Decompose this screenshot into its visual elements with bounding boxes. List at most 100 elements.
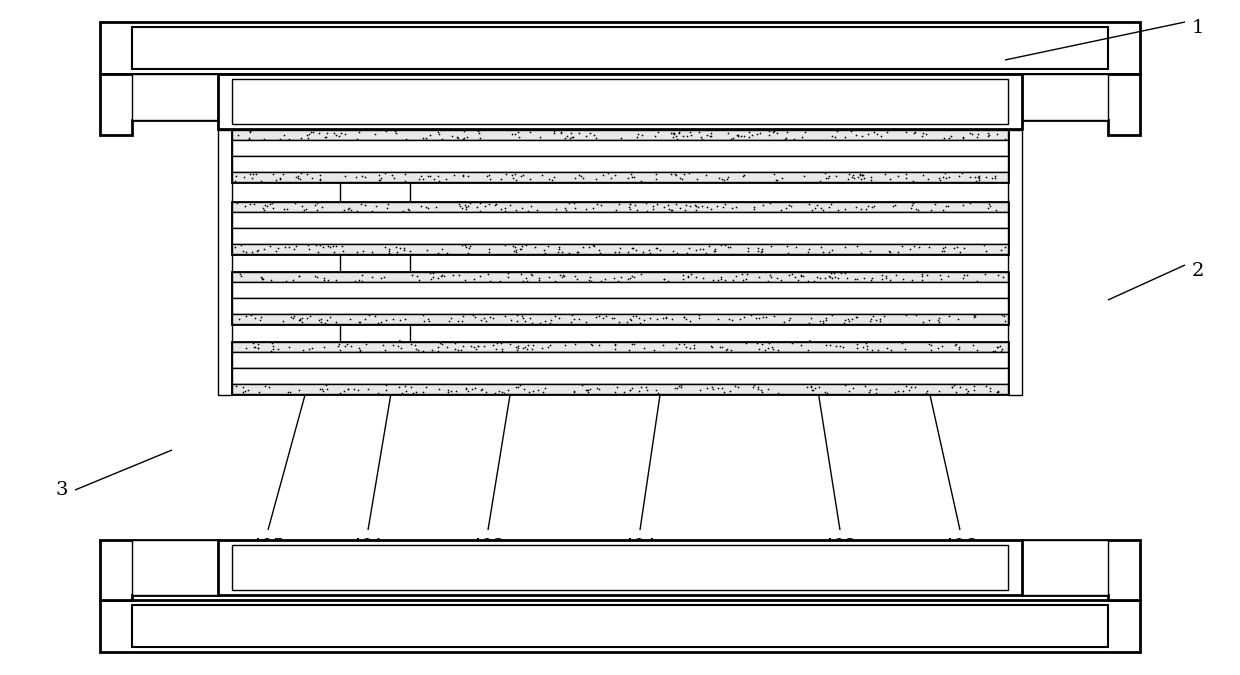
Point [962, 128, 982, 139]
Point [956, 384, 976, 395]
Point [432, 271, 451, 281]
Point [854, 273, 874, 284]
Point [691, 384, 711, 395]
Point [805, 383, 825, 394]
Point [913, 271, 932, 281]
Point [959, 386, 978, 397]
Point [647, 127, 667, 138]
Point [728, 130, 748, 140]
Point [940, 171, 960, 182]
Point [911, 269, 931, 279]
Point [697, 169, 717, 180]
Point [410, 171, 430, 182]
Point [418, 170, 438, 181]
Point [243, 169, 263, 180]
Point [932, 205, 952, 215]
Point [396, 386, 415, 397]
Point [293, 317, 312, 327]
Point [578, 384, 598, 395]
Point [568, 247, 588, 258]
Point [980, 382, 999, 393]
Point [471, 385, 491, 396]
Point [583, 340, 603, 350]
Point [904, 198, 924, 209]
Point [520, 313, 539, 323]
Point [937, 271, 957, 281]
Point [455, 242, 475, 252]
Point [758, 275, 777, 286]
Point [954, 200, 973, 211]
Point [244, 198, 264, 209]
Point [417, 382, 436, 393]
Point [785, 271, 805, 282]
Point [730, 131, 750, 142]
Point [622, 383, 642, 394]
Point [241, 310, 260, 321]
Point [495, 387, 515, 398]
Point [897, 172, 916, 183]
Point [456, 204, 476, 215]
Point [515, 383, 534, 394]
Polygon shape [1022, 540, 1140, 600]
Point [606, 382, 626, 393]
Point [227, 381, 247, 392]
Point [507, 310, 527, 321]
Point [910, 242, 930, 252]
Point [996, 133, 1016, 144]
Point [748, 128, 768, 139]
Point [374, 168, 394, 179]
Point [764, 310, 784, 321]
Point [673, 270, 693, 281]
Point [476, 386, 496, 397]
Point [904, 241, 924, 252]
Point [609, 275, 629, 286]
Point [701, 340, 720, 351]
Point [315, 132, 335, 142]
Point [620, 204, 640, 215]
Point [847, 343, 867, 354]
Point [594, 170, 614, 181]
Point [897, 169, 916, 180]
Point [495, 310, 515, 321]
Point [314, 385, 334, 396]
Point [820, 201, 839, 212]
Point [250, 312, 270, 323]
Point [428, 341, 448, 352]
Point [296, 204, 316, 215]
Point [844, 273, 864, 284]
Point [451, 345, 471, 356]
Point [386, 126, 405, 136]
Point [479, 269, 498, 279]
Point [606, 205, 626, 215]
Point [556, 340, 575, 350]
Point [588, 383, 608, 394]
Point [270, 133, 290, 144]
Point [697, 130, 717, 140]
Point [255, 381, 275, 392]
Point [713, 202, 733, 213]
Point [858, 128, 878, 139]
Point [428, 273, 448, 284]
Point [939, 311, 959, 322]
Point [807, 271, 827, 282]
Point [506, 246, 526, 257]
Point [465, 311, 485, 322]
Point [609, 246, 629, 257]
Point [259, 381, 279, 392]
Point [686, 200, 706, 211]
Point [913, 130, 932, 141]
Point [376, 385, 396, 396]
Point [773, 172, 792, 183]
Point [875, 169, 895, 180]
Point [495, 205, 515, 216]
Point [441, 313, 461, 324]
Point [582, 339, 601, 350]
Point [853, 342, 873, 352]
Point [991, 346, 1011, 356]
Point [646, 243, 666, 254]
Point [963, 312, 983, 323]
Point [673, 130, 693, 141]
Point [538, 241, 558, 252]
Point [321, 312, 341, 323]
Point [987, 385, 1007, 396]
